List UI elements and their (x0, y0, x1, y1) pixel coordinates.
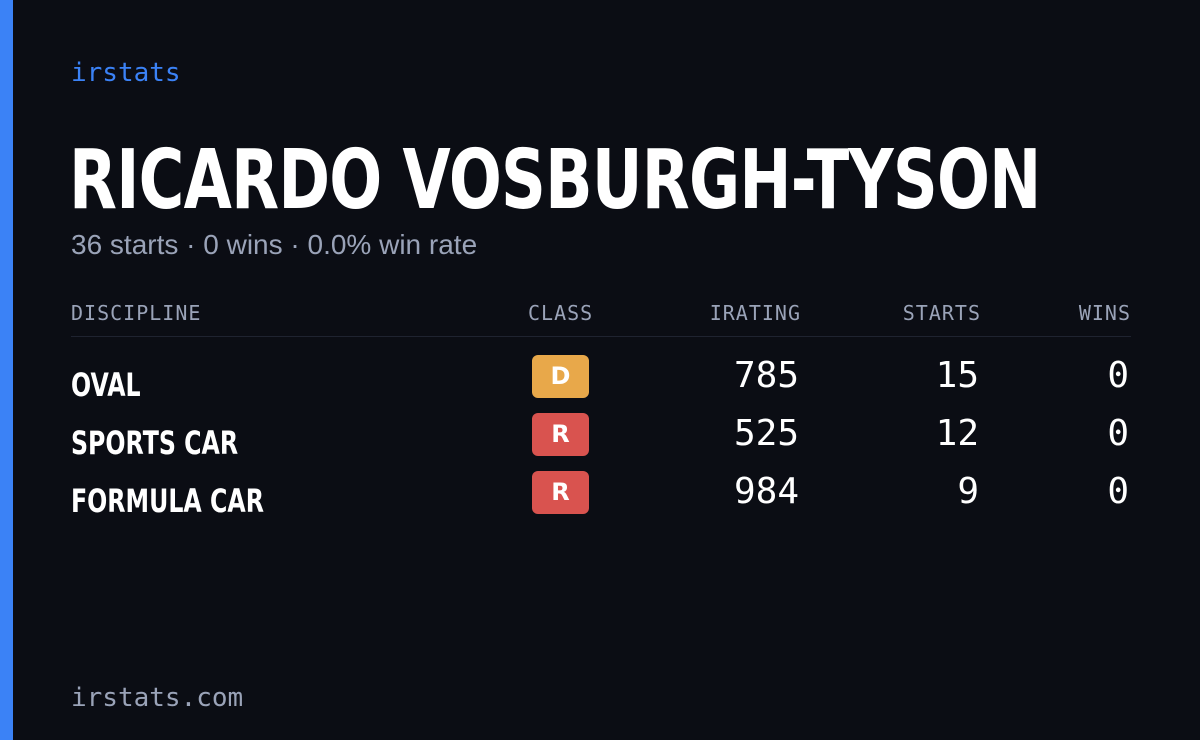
table-row: FORMULA CAR R 984 9 0 (71, 469, 1131, 527)
discipline-table: DISCIPLINE CLASS IRATING STARTS WINS OVA… (71, 296, 1131, 527)
table-row: OVAL D 785 15 0 (71, 353, 1131, 411)
table-body: OVAL D 785 15 0 SPORTS CAR R 525 12 0 FO… (71, 353, 1131, 527)
discipline-label: OVAL (71, 366, 141, 404)
accent-bar (0, 0, 13, 740)
irating-value: 984 (733, 471, 799, 512)
table-header: DISCIPLINE CLASS IRATING STARTS WINS (71, 296, 1131, 337)
starts-value: 9 (957, 471, 979, 512)
irating-value: 525 (733, 413, 799, 454)
wins-value: 0 (1107, 355, 1129, 396)
wins-value: 0 (1107, 413, 1129, 454)
header-discipline: DISCIPLINE (71, 301, 202, 325)
header-irating: IRATING (709, 301, 801, 325)
table-row: SPORTS CAR R 525 12 0 (71, 411, 1131, 469)
header-wins: WINS (1078, 301, 1131, 325)
driver-name: RICARDO VOSBURGH-TYSON (69, 133, 1041, 228)
license-class-badge: R (532, 471, 589, 514)
license-class-badge: R (532, 413, 589, 456)
irating-value: 785 (733, 355, 799, 396)
starts-value: 15 (935, 355, 979, 396)
header-starts: STARTS (902, 301, 981, 325)
wins-value: 0 (1107, 471, 1129, 512)
discipline-label: FORMULA CAR (71, 482, 264, 520)
header-class: CLASS (528, 301, 594, 325)
footer-domain: irstats.com (71, 683, 244, 713)
driver-summary: 36 starts · 0 wins · 0.0% win rate (71, 229, 478, 260)
discipline-label: SPORTS CAR (71, 424, 239, 462)
license-class-badge: D (532, 355, 589, 398)
starts-value: 12 (935, 413, 979, 454)
brand-logo-text: irstats (71, 58, 181, 88)
